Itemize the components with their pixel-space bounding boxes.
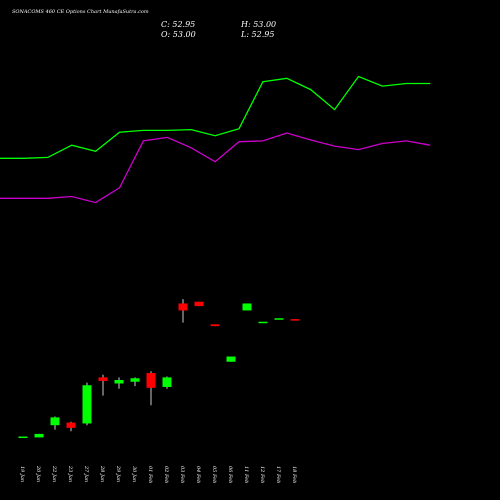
candle	[194, 301, 204, 307]
candle-body	[66, 422, 76, 428]
candle-body	[210, 324, 220, 327]
x-tick-label: 19 Jan	[19, 466, 25, 482]
lower-band-line	[0, 132, 431, 204]
candle	[114, 377, 124, 389]
low-label: L: 52.95	[240, 30, 274, 39]
candle	[130, 377, 140, 387]
candle-body	[34, 433, 44, 438]
candle	[146, 371, 156, 406]
candle-body	[98, 377, 108, 381]
x-tick-label: 02 Feb	[163, 466, 169, 483]
close-label: C: 52.95	[161, 20, 195, 29]
candle	[34, 433, 44, 438]
candle-body	[130, 378, 140, 382]
candle-body	[114, 380, 124, 384]
x-tick-label: 12 Feb	[259, 466, 265, 483]
x-tick-label: 11 Feb	[243, 466, 249, 483]
candle-body	[162, 377, 172, 387]
x-tick-label: 27 Jan	[83, 465, 89, 482]
x-tick-label: 20 Jan	[35, 465, 41, 482]
candle	[290, 319, 300, 321]
candle	[82, 382, 92, 426]
x-tick-label: 29 Jan	[115, 465, 121, 482]
open-label: O: 53.00	[161, 30, 196, 39]
x-tick-label: 04 Feb	[195, 466, 201, 483]
candles	[18, 299, 300, 439]
x-tick-label: 22 Jan	[51, 465, 57, 482]
candle	[226, 356, 236, 362]
x-tick-label: 03 Feb	[179, 466, 185, 483]
candle-body	[194, 301, 204, 307]
x-tick-label: 28 Jan	[99, 465, 105, 482]
high-label: H: 53.00	[240, 20, 276, 29]
x-tick-label: 30 Jan	[131, 466, 137, 482]
x-tick-label: 01 Feb	[147, 466, 153, 483]
candle	[162, 376, 172, 389]
x-tick-label: 05 Feb	[211, 466, 217, 483]
candle-body	[274, 318, 284, 320]
chart-title: SONACOMS 460 CE Options Chart MunafaSutr…	[12, 9, 149, 15]
upper-band-line	[0, 75, 431, 159]
x-tick-label: 23 Jan	[67, 465, 73, 482]
candle	[98, 374, 108, 396]
x-tick-label: 17 Feb	[275, 466, 281, 483]
candle	[50, 416, 60, 430]
candle-body	[178, 303, 188, 311]
candle-body	[226, 356, 236, 362]
candle-body	[290, 319, 300, 321]
candle	[210, 324, 220, 327]
candle	[178, 299, 188, 323]
x-tick-label: 18 Feb	[291, 466, 297, 483]
candle	[258, 321, 268, 324]
candle-body	[82, 385, 92, 424]
candle	[274, 318, 284, 320]
candle-body	[258, 321, 268, 324]
candle-body	[50, 417, 60, 426]
x-axis-ticks: 19 Jan 20 Jan 22 Jan 23 Jan 27 Jan 28 Jan 29 J…	[19, 465, 297, 483]
band-lines	[0, 75, 431, 204]
candle-body	[18, 436, 28, 439]
candle-body	[242, 303, 252, 311]
x-tick-label: 06 Feb	[227, 466, 233, 483]
candle	[242, 303, 252, 311]
candle	[66, 421, 76, 432]
candle	[18, 436, 28, 439]
candle-body	[146, 373, 156, 388]
